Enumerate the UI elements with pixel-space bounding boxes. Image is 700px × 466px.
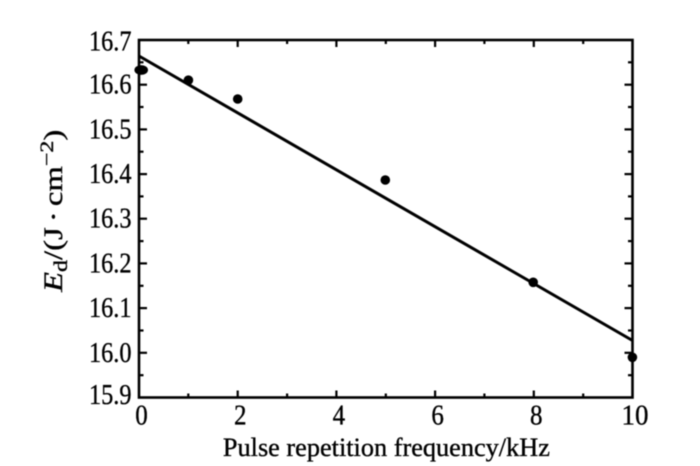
svg-text:16.6: 16.6: [89, 69, 132, 101]
svg-text:8: 8: [530, 400, 543, 432]
svg-text:Pulse repetition frequency/kHz: Pulse repetition frequency/kHz: [223, 433, 550, 462]
svg-text:15.9: 15.9: [89, 379, 132, 411]
svg-text:10: 10: [622, 400, 649, 432]
svg-text:Ed/(J·cm−2): Ed/(J·cm−2): [36, 130, 71, 293]
svg-text:6: 6: [431, 400, 444, 432]
svg-text:16.7: 16.7: [89, 26, 132, 58]
svg-text:16.1: 16.1: [89, 292, 132, 324]
svg-text:4: 4: [333, 400, 346, 432]
svg-text:2: 2: [234, 400, 247, 432]
svg-text:16.3: 16.3: [89, 203, 132, 235]
svg-text:16.5: 16.5: [89, 113, 132, 145]
svg-text:16.0: 16.0: [89, 337, 132, 369]
svg-text:16.2: 16.2: [89, 247, 132, 279]
svg-text:0: 0: [135, 400, 148, 432]
svg-text:16.4: 16.4: [89, 158, 132, 190]
